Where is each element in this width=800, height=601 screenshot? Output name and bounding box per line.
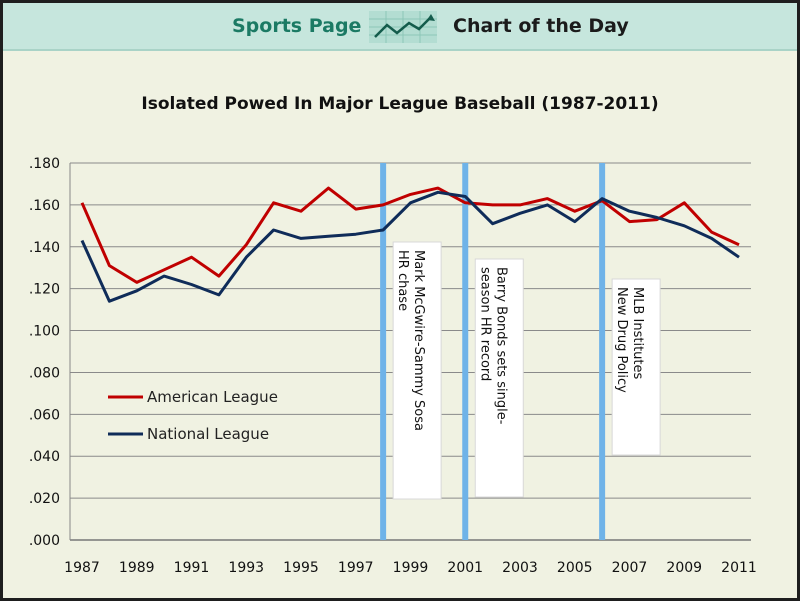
banner-sports-page: Sports Page [232,15,362,37]
annotation-text: Barry Bonds sets single- [493,267,508,425]
x-tick-label: 2001 [447,560,483,576]
x-tick-label: 1993 [228,560,264,576]
x-tick-label: 1997 [338,560,374,576]
annotation-box [392,241,442,500]
banner: Sports Page Chart of the Day [3,3,797,51]
x-tick-label: 2011 [721,560,757,576]
y-tick-label: .180 [29,156,60,172]
chart-title: Isolated Powed In Major League Baseball … [141,94,658,114]
x-tick-label: 1995 [283,560,319,576]
annotation-text-group: Barry Bonds sets single-season HR record [477,267,508,425]
annotation-box [611,278,661,456]
annotation-box [474,258,524,498]
x-tick-label: 2003 [502,560,538,576]
banner-chart-of-the-day: Chart of the Day [453,15,629,37]
y-tick-label: .120 [29,282,60,298]
legend: American League National League [108,388,278,443]
x-tick-label: 2005 [557,560,593,576]
annotation-text: New Drug Policy [614,287,629,393]
annotation-text: HR chase [395,250,410,311]
tick-labels: .000 .020 .040 .060 .080 .100 .120 .140 .160 .180… [29,156,757,576]
x-tick-label: 2009 [666,560,702,576]
y-tick-label: .060 [29,407,60,423]
y-tick-label: .000 [29,533,60,549]
x-tick-label: 1989 [119,560,155,576]
y-tick-label: .040 [29,449,60,465]
series-line-national-league [80,190,740,303]
annotation-lines [380,163,606,540]
y-tick-label: .020 [29,491,60,507]
trend-chart-icon [369,11,437,43]
x-tick-label: 1987 [64,560,100,576]
annotation-text: season HR record [477,267,492,381]
line-chart: Isolated Powed In Major League Baseball … [29,94,757,576]
chart-frame: Sports Page Chart of the Day Isolated Po… [3,3,797,598]
x-tick-label: 2007 [612,560,648,576]
y-tick-label: .160 [29,198,60,214]
y-tick-label: .140 [29,240,60,256]
series-line-american-league [80,186,740,284]
legend-label: American League [147,388,278,406]
y-tick-label: .100 [29,324,60,340]
annotation-text: MLB Institutes [630,287,645,379]
y-tick-label: .080 [29,365,60,381]
annotation-text: Mark McGwire-Sammy Sosa [411,250,426,431]
series-group [80,186,740,303]
x-tick-label: 1991 [174,560,210,576]
x-tick-label: 1999 [393,560,429,576]
legend-label: National League [147,425,269,443]
